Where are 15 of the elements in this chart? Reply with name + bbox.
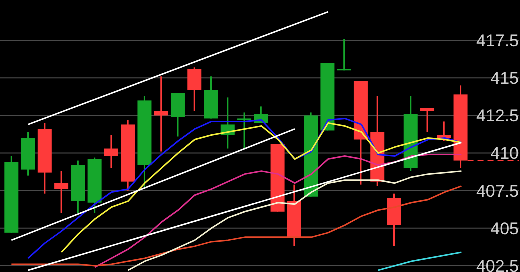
y-tick-label: 405 (490, 219, 519, 238)
candlestick (337, 38, 352, 72)
candlestick (54, 170, 69, 214)
candlestick (188, 66, 202, 112)
y-tick-label: 412.5 (476, 106, 519, 126)
candlestick (238, 112, 252, 150)
y-tick-label: 410 (490, 144, 519, 164)
y-tick-label: 402.5 (476, 256, 519, 272)
candlestick (154, 76, 168, 153)
y-tick-label: 407.5 (476, 182, 519, 201)
candlestick (420, 107, 435, 133)
y-tick-label: 415 (490, 69, 519, 88)
candlestick (104, 134, 118, 170)
candlestick (437, 120, 452, 142)
y-tick-label: 417.5 (476, 32, 519, 51)
